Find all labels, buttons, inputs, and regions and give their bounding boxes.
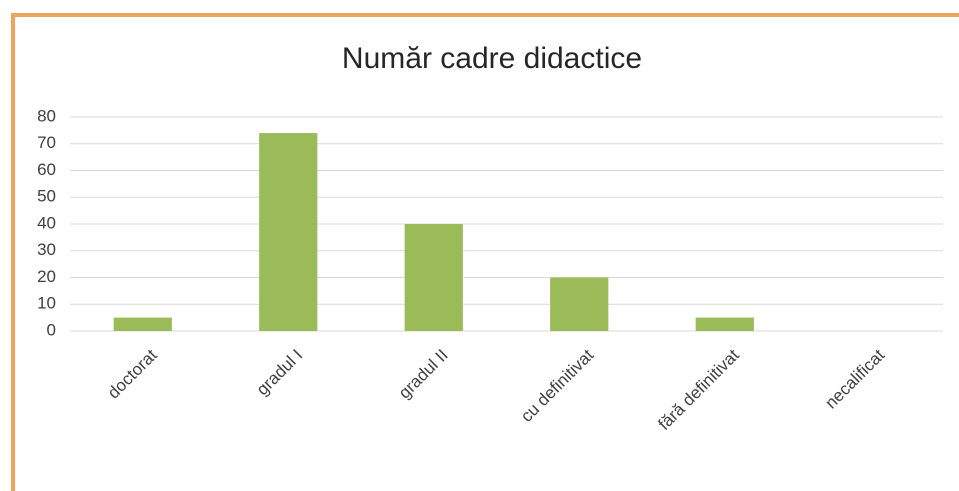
bar bbox=[259, 133, 318, 331]
x-tick-label: gradul II bbox=[395, 346, 452, 403]
chart-title: Număr cadre didactice bbox=[342, 42, 642, 75]
x-tick-label: doctorat bbox=[104, 345, 161, 402]
y-tick-label: 0 bbox=[47, 320, 56, 339]
y-tick-label: 70 bbox=[37, 133, 56, 152]
y-tick-label: 60 bbox=[37, 160, 56, 179]
bar bbox=[695, 317, 754, 331]
y-tick-label: 80 bbox=[37, 106, 56, 125]
y-tick-label: 10 bbox=[37, 294, 56, 313]
x-tick-label: necalificat bbox=[821, 345, 888, 412]
bar bbox=[113, 317, 172, 331]
x-tick-label: cu definitivat bbox=[517, 345, 597, 425]
frame bbox=[11, 13, 959, 491]
x-tick-label: gradul I bbox=[253, 346, 307, 400]
y-tick-label: 20 bbox=[37, 267, 56, 286]
y-tick-label: 50 bbox=[37, 187, 56, 206]
x-tick-label: fără definitivat bbox=[654, 345, 742, 433]
y-tick-label: 40 bbox=[37, 213, 56, 232]
bar bbox=[404, 224, 463, 331]
bar bbox=[550, 277, 609, 331]
y-tick-label: 30 bbox=[37, 240, 56, 259]
